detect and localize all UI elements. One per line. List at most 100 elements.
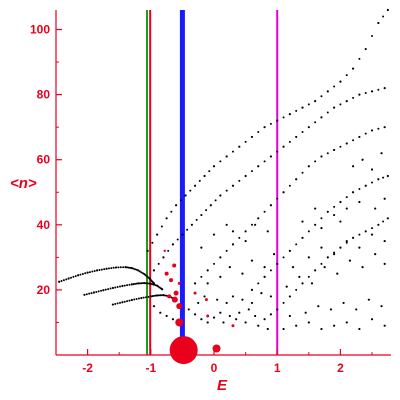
data-point — [114, 302, 117, 305]
data-point — [295, 324, 298, 327]
data-point — [193, 184, 197, 187]
data-point — [206, 282, 209, 285]
data-point — [276, 262, 279, 265]
highlight-points — [163, 249, 235, 365]
data-point — [339, 220, 342, 223]
data-point — [244, 239, 247, 243]
data-point — [244, 230, 247, 233]
data-point — [90, 292, 93, 295]
data-point — [355, 308, 358, 311]
data-point — [358, 57, 361, 60]
data-point — [386, 8, 389, 12]
data-point — [141, 282, 144, 285]
data-point — [320, 246, 323, 249]
data-point — [250, 259, 254, 262]
data-point — [288, 249, 291, 252]
data-point — [148, 282, 151, 285]
data-point — [358, 200, 361, 204]
data-point — [209, 204, 212, 207]
data-point — [250, 301, 254, 305]
data-point — [276, 150, 279, 153]
data-point — [285, 285, 288, 288]
data-point — [123, 284, 126, 287]
data-point — [132, 283, 135, 286]
data-point — [383, 197, 386, 200]
highlight-point — [175, 318, 184, 327]
data-point — [146, 282, 149, 285]
data-point — [100, 289, 103, 292]
data-point — [241, 298, 244, 301]
data-point — [298, 275, 301, 278]
data-point — [364, 230, 367, 233]
x-tick-label: -2 — [82, 361, 93, 375]
data-point — [143, 281, 146, 285]
data-point — [288, 113, 291, 116]
data-point — [140, 296, 143, 300]
data-point — [358, 135, 361, 139]
data-point — [263, 210, 266, 213]
data-point — [198, 179, 201, 182]
data-point — [117, 266, 120, 269]
data-point — [250, 135, 254, 139]
data-point — [263, 160, 266, 163]
data-point — [137, 269, 140, 272]
data-point — [351, 165, 355, 168]
data-point — [159, 294, 162, 297]
data-point — [200, 213, 203, 217]
data-point — [352, 96, 355, 99]
data-point — [333, 251, 336, 254]
data-point — [238, 311, 241, 314]
data-point — [151, 241, 154, 244]
data-point — [135, 282, 138, 285]
data-point — [269, 204, 273, 207]
data-point — [135, 298, 138, 301]
data-point — [358, 93, 361, 96]
data-point — [95, 290, 98, 293]
data-point — [377, 178, 380, 181]
data-point — [358, 233, 361, 236]
data-point — [383, 239, 386, 243]
data-point — [257, 282, 260, 285]
data-point — [269, 295, 273, 298]
data-point — [81, 272, 84, 275]
data-point — [133, 298, 136, 301]
data-point — [130, 298, 133, 302]
data-point — [219, 311, 222, 314]
highlight-point — [231, 324, 235, 328]
data-point — [377, 223, 380, 226]
data-point — [228, 314, 231, 318]
data-point — [314, 207, 317, 210]
y-tick-label: 100 — [30, 23, 50, 37]
data-point — [145, 296, 148, 299]
data-point — [212, 233, 216, 236]
data-point — [383, 87, 386, 90]
data-point — [111, 286, 114, 290]
data-point — [206, 321, 209, 324]
data-point — [263, 126, 266, 129]
data-point — [386, 217, 389, 220]
data-point — [370, 318, 374, 321]
data-point — [124, 266, 127, 269]
data-point — [250, 223, 253, 226]
data-point — [130, 283, 133, 286]
data-point — [186, 228, 189, 231]
data-point — [333, 148, 336, 152]
data-point — [276, 308, 279, 311]
data-point — [351, 67, 355, 70]
data-point — [345, 142, 348, 145]
data-point — [222, 321, 225, 324]
data-point — [128, 299, 131, 302]
data-point — [213, 262, 216, 265]
data-point — [269, 122, 272, 125]
data-point — [126, 284, 129, 287]
data-point — [152, 305, 156, 308]
data-point — [238, 145, 241, 148]
data-point — [208, 170, 211, 173]
data-point — [301, 282, 304, 285]
highlight-point — [177, 281, 181, 285]
data-point — [345, 207, 348, 210]
data-point — [84, 272, 87, 275]
data-point — [149, 295, 152, 298]
data-point — [160, 294, 163, 297]
data-point — [165, 217, 168, 220]
